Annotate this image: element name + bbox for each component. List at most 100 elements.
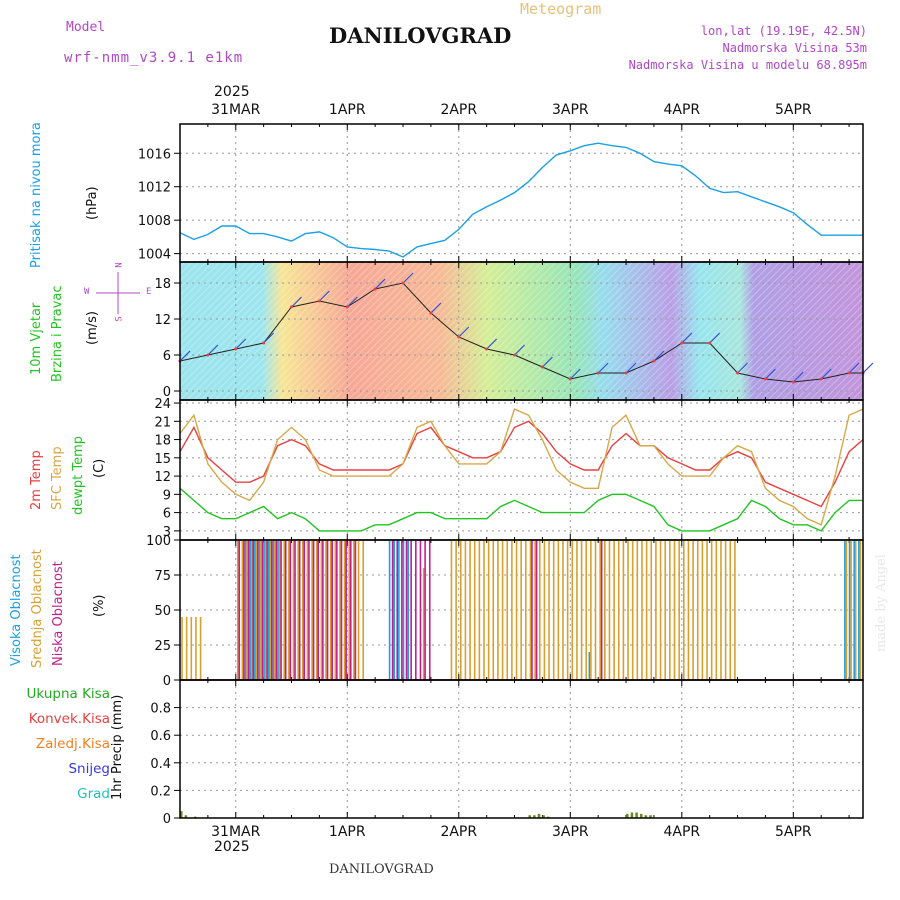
legend-total-precip: Ukupna Kisa bbox=[26, 686, 110, 702]
precip-bar bbox=[547, 816, 550, 818]
panel-frame bbox=[179, 261, 864, 401]
wind-barb bbox=[179, 350, 191, 362]
wind-background bbox=[180, 262, 863, 400]
mid-cloud-axis-label: Srednja Oblacnost bbox=[30, 549, 45, 668]
wind-point bbox=[596, 371, 600, 375]
legend-graupel: Grad bbox=[77, 786, 110, 802]
ytick-label: 0 bbox=[163, 812, 171, 827]
wind-barb bbox=[458, 326, 470, 338]
panel-frame bbox=[179, 399, 864, 541]
wind-point bbox=[763, 377, 767, 381]
dewpoint-axis-label: dewpt Temp bbox=[71, 435, 86, 515]
precip-bar bbox=[644, 815, 648, 818]
ytick-label: 0 bbox=[163, 385, 171, 400]
wind-point bbox=[206, 353, 210, 357]
wind-barb bbox=[653, 350, 665, 362]
wind-point bbox=[819, 377, 823, 381]
wind-barb bbox=[486, 338, 498, 350]
ytick-label: 12 bbox=[154, 313, 171, 328]
precip-bar bbox=[635, 812, 638, 818]
series-line-0 bbox=[179, 142, 863, 258]
page-title: DANILOVGRAD bbox=[329, 23, 512, 48]
wind-barb bbox=[765, 368, 776, 380]
compass-icon bbox=[96, 272, 140, 314]
precip-bar bbox=[649, 815, 652, 818]
precip-bar bbox=[193, 816, 197, 818]
wind-point bbox=[861, 371, 865, 375]
pressure-axis-label: Pritisak na nivou mora bbox=[29, 122, 44, 268]
footer-station: DANILOVGRAD bbox=[329, 862, 434, 877]
lonlat-label: lon,lat (19.19E, 42.5N) bbox=[700, 24, 867, 38]
year-label-top: 2025 bbox=[214, 84, 250, 100]
wind-point bbox=[708, 341, 712, 345]
ytick-label: 75 bbox=[154, 569, 171, 584]
wind-point bbox=[847, 371, 851, 375]
wind-point bbox=[791, 380, 795, 384]
wind-barb bbox=[820, 368, 832, 380]
precip-unit-label: 1hr Precip (mm) bbox=[110, 694, 125, 800]
precip-bar bbox=[630, 812, 634, 818]
ytick-label: 0.2 bbox=[150, 784, 171, 799]
cloud-unit-label: (%) bbox=[92, 594, 107, 618]
wind-point bbox=[540, 365, 544, 369]
model-elevation-label: Nadmorska Visina u modelu 68.895m bbox=[628, 58, 867, 72]
ytick-label: 21 bbox=[154, 415, 171, 430]
ytick-label: 25 bbox=[154, 639, 171, 654]
day-label-top-3: 3APR bbox=[552, 102, 589, 118]
panel-precipitation: 0 0.2 0.4 0.6 0.8 bbox=[150, 679, 864, 827]
wind-barb bbox=[541, 356, 553, 368]
ytick-label: 1012 bbox=[138, 181, 171, 196]
wind-point bbox=[234, 347, 238, 351]
precip-bar bbox=[626, 813, 629, 818]
panel-cloud-cover: 0 25 50 75 100 bbox=[146, 534, 864, 689]
wind-point bbox=[513, 353, 517, 357]
series-line-2 bbox=[179, 487, 863, 532]
wind-compass: N S W E bbox=[84, 260, 156, 326]
high-cloud-axis-label: Visoka Oblacnost bbox=[9, 554, 24, 666]
elevation-label: Nadmorska Visina 53m bbox=[722, 41, 868, 55]
wind-point bbox=[401, 281, 405, 285]
wind-barb bbox=[318, 290, 330, 302]
ytick-label: 9 bbox=[163, 488, 171, 503]
low-cloud-axis-label: Niska Oblacnost bbox=[51, 561, 66, 666]
wind-point bbox=[652, 359, 656, 363]
wind-point bbox=[345, 305, 349, 309]
wind-point bbox=[317, 299, 321, 303]
sfc-temp-axis-label: SFC Temp bbox=[50, 446, 65, 510]
wind-hatching bbox=[39, 261, 900, 401]
ytick-label: 15 bbox=[154, 452, 171, 467]
panel-frame bbox=[179, 679, 864, 819]
wind-point bbox=[373, 287, 377, 291]
panel-wind-speed-with-barbs: 0 6 12 18 bbox=[154, 261, 874, 401]
precip-bar bbox=[542, 815, 545, 818]
precip-bar bbox=[180, 811, 183, 818]
day-label-top-4: 4APR bbox=[663, 102, 700, 118]
day-label-bottom-2: 2APR bbox=[440, 824, 477, 840]
panel-temperature: 3 6 9 12 15 18 21 24 bbox=[154, 397, 864, 541]
wind-barb bbox=[514, 344, 525, 356]
wind-point bbox=[178, 359, 182, 363]
ytick-label: 0.6 bbox=[150, 729, 171, 744]
wind-point bbox=[485, 347, 489, 351]
wind-barb bbox=[681, 332, 693, 344]
wind-point bbox=[429, 311, 433, 315]
legend-conv-precip: Konvek.Kisa bbox=[28, 711, 110, 727]
year-label-bottom: 2025 bbox=[214, 839, 250, 855]
legend-frz-precip: Zaledj.Kisa bbox=[35, 736, 110, 752]
ytick-label: 1016 bbox=[138, 147, 171, 162]
precip-bar bbox=[528, 815, 531, 818]
wind-barb bbox=[430, 302, 442, 314]
compass-east: E bbox=[146, 287, 152, 297]
wind-point bbox=[290, 305, 294, 309]
day-label-bottom-5: 5APR bbox=[775, 824, 812, 840]
compass-south: S bbox=[114, 316, 125, 322]
ytick-label: 6 bbox=[163, 349, 171, 364]
panel-frame bbox=[179, 539, 864, 681]
temp-unit-label: (C) bbox=[92, 458, 107, 478]
compass-north: N bbox=[114, 262, 125, 268]
pressure-unit-label: (hPa) bbox=[85, 186, 100, 220]
wind-barb bbox=[291, 296, 302, 308]
day-label-top-5: 5APR bbox=[775, 102, 812, 118]
ytick-label: 100 bbox=[146, 534, 171, 549]
